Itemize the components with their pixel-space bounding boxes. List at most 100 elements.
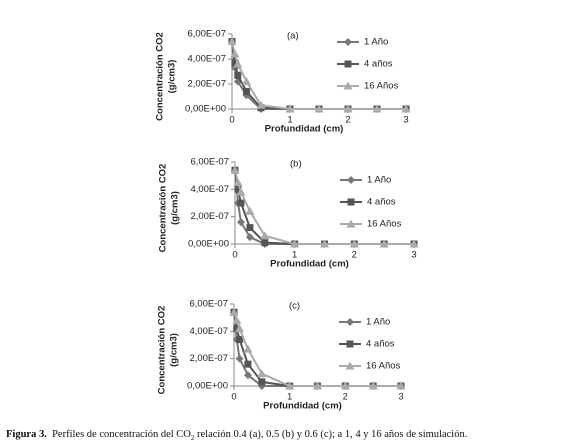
marker xyxy=(343,104,353,113)
y-tick-label: 0,00E+00 xyxy=(187,381,228,392)
y-tick-label: 6,00E-07 xyxy=(189,299,228,310)
marker xyxy=(243,344,253,353)
marker xyxy=(244,360,252,368)
x-tick-label: 2 xyxy=(352,250,357,261)
marker xyxy=(343,81,353,90)
marker xyxy=(233,178,243,186)
marker xyxy=(320,239,329,248)
marker xyxy=(235,324,245,333)
y-tick-label: 0,00E+00 xyxy=(185,104,226,115)
marker xyxy=(345,361,355,370)
x-tick-label: 2 xyxy=(343,392,348,403)
caption-text: Perfiles de concentración del CO xyxy=(52,429,191,440)
caption-rest: relación 0.4 (a), 0.5 (b) y 0.6 (c); a 1… xyxy=(194,429,468,440)
x-axis-label: Profundidad (cm) xyxy=(270,259,349,270)
marker xyxy=(227,37,237,45)
x-axis-label: Profundidad (cm) xyxy=(265,124,344,135)
marker xyxy=(340,381,350,390)
annotation: (c) xyxy=(289,301,300,312)
y-axis-label: Concentración CO2 xyxy=(158,164,169,253)
annotation: (b) xyxy=(290,159,302,170)
marker xyxy=(246,224,254,232)
marker xyxy=(347,198,355,206)
y-axis-unit: (g/cm3) xyxy=(170,191,181,225)
marker xyxy=(379,239,389,248)
marker xyxy=(346,318,354,326)
legend-label: 16 Años xyxy=(366,361,401,372)
x-tick-label: 3 xyxy=(403,115,408,126)
marker xyxy=(233,59,243,68)
y-tick-label: 6,00E-07 xyxy=(190,157,229,168)
marker xyxy=(236,336,244,344)
legend-label: 1 Año xyxy=(366,317,390,328)
marker xyxy=(346,219,356,228)
marker xyxy=(243,371,252,380)
legend-label: 1 Año xyxy=(367,175,391,186)
marker xyxy=(368,381,378,390)
legend-label: 1 Año xyxy=(364,37,388,48)
marker xyxy=(257,369,267,378)
x-tick-label: 1 xyxy=(287,115,292,126)
legend-label: 16 Años xyxy=(367,219,402,230)
marker xyxy=(242,77,251,85)
marker xyxy=(229,307,239,316)
marker xyxy=(236,187,246,196)
marker xyxy=(396,381,406,390)
charts: 0,00E+00 2,00E-07 4,00E-07 6,00E-07 0 1 2 3 Prof… xyxy=(155,29,419,412)
marker xyxy=(234,185,242,193)
x-tick-label: 0 xyxy=(229,115,234,126)
marker xyxy=(236,218,245,227)
marker xyxy=(233,325,241,333)
x-tick-label: 2 xyxy=(345,115,350,126)
x-tick-label: 1 xyxy=(287,392,292,403)
marker xyxy=(256,100,266,109)
y-axis-unit: (g/cm3) xyxy=(169,333,180,367)
marker xyxy=(372,104,382,113)
y-tick-label: 2,00E-07 xyxy=(187,79,226,90)
marker xyxy=(344,60,352,68)
marker xyxy=(347,176,355,184)
marker xyxy=(231,59,239,67)
marker xyxy=(314,104,324,113)
x-tick-label: 0 xyxy=(231,392,236,403)
marker xyxy=(243,88,250,95)
marker xyxy=(260,231,270,240)
y-axis-unit: (g/cm3) xyxy=(167,60,178,94)
legend-label: 4 años xyxy=(366,339,395,350)
marker xyxy=(261,239,269,247)
marker xyxy=(290,239,300,248)
marker xyxy=(313,381,322,390)
x-tick-label: 1 xyxy=(292,250,297,261)
legend-label: 16 Años xyxy=(364,81,399,92)
legend-label: 4 años xyxy=(364,59,393,70)
marker xyxy=(401,104,411,113)
y-tick-label: 2,00E-07 xyxy=(190,211,229,222)
marker xyxy=(285,104,295,113)
marker xyxy=(230,49,240,58)
marker xyxy=(258,378,266,386)
marker xyxy=(234,71,242,79)
marker xyxy=(344,38,352,46)
y-tick-label: 4,00E-07 xyxy=(189,326,228,337)
x-tick-label: 3 xyxy=(411,250,416,261)
y-tick-label: 2,00E-07 xyxy=(189,353,228,364)
annotation: (a) xyxy=(287,31,299,42)
caption-sub: 2 xyxy=(190,434,195,443)
marker xyxy=(409,239,419,248)
x-tick-label: 3 xyxy=(398,392,403,403)
caption-label: Figura 3. xyxy=(6,429,47,440)
y-tick-label: 4,00E-07 xyxy=(190,184,229,195)
y-axis-label: Concentración CO2 xyxy=(157,306,168,395)
y-tick-label: 6,00E-07 xyxy=(187,29,226,40)
x-tick-label: 0 xyxy=(232,250,237,261)
y-tick-label: 4,00E-07 xyxy=(187,54,226,65)
series-line xyxy=(231,41,406,110)
marker xyxy=(237,199,245,207)
legend-label: 4 años xyxy=(367,197,396,208)
caption: Figura 3. Perfiles de concentración del … xyxy=(6,429,467,442)
series-line xyxy=(233,311,401,387)
y-axis-label: Concentración CO2 xyxy=(155,32,166,121)
marker xyxy=(349,239,359,248)
marker xyxy=(230,165,240,174)
